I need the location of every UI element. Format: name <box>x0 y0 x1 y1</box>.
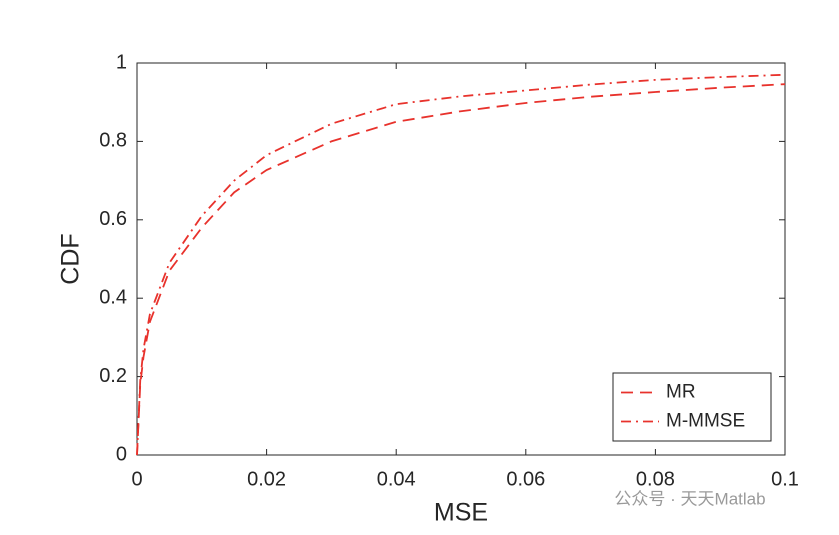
y-axis-label: CDF <box>57 233 85 284</box>
x-tick-label: 0 <box>131 468 142 490</box>
y-tick-label: 0.6 <box>99 208 127 230</box>
y-tick-label: 0.4 <box>99 286 127 308</box>
x-axis-label: MSE <box>434 499 488 527</box>
x-tick-label: 0.04 <box>377 468 416 490</box>
legend-label: M-MMSE <box>666 411 745 432</box>
x-tick-label: 0.06 <box>506 468 545 490</box>
x-tick-label: 0.02 <box>247 468 286 490</box>
x-tick-label: 0.1 <box>771 468 799 490</box>
y-tick-label: 0.8 <box>99 130 127 152</box>
series-line <box>136 83 786 456</box>
series-line <box>136 73 786 456</box>
legend-box <box>612 372 772 442</box>
watermark: 公众号 · 天天Matlab <box>614 489 765 508</box>
y-tick-label: 1 <box>116 51 127 73</box>
x-tick-label: 0.08 <box>636 468 675 490</box>
legend-label: MR <box>666 382 696 403</box>
y-tick-label: 0 <box>116 443 127 465</box>
y-tick-label: 0.2 <box>99 365 127 387</box>
